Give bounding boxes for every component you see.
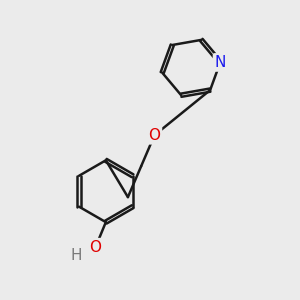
Text: O: O xyxy=(89,240,101,255)
Text: H: H xyxy=(70,248,82,263)
Text: N: N xyxy=(214,55,226,70)
Text: O: O xyxy=(148,128,160,143)
